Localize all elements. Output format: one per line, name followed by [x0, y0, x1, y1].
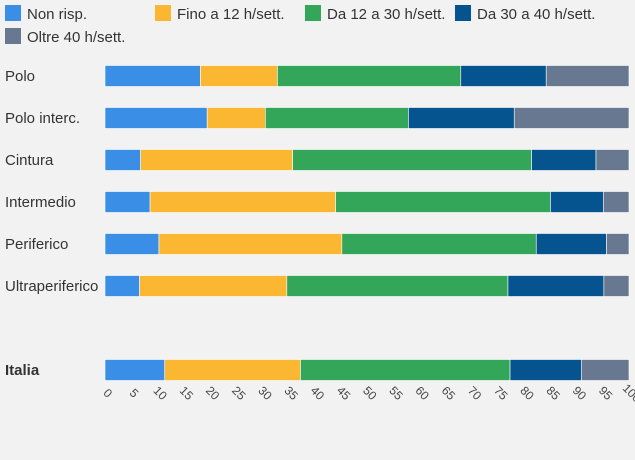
bar-segment-cintura-da-30-a-40-h-sett	[531, 149, 597, 171]
x-tick-label-40: 40	[308, 383, 328, 403]
bar-segment-intermedio-non-risp	[104, 191, 151, 213]
category-label-cintura: Cintura	[5, 152, 54, 169]
x-tick-label-45: 45	[334, 383, 354, 403]
bar-segment-intermedio-oltre-40-h-sett	[603, 191, 630, 213]
bar-segment-polo-interc-da-30-a-40-h-sett	[408, 107, 515, 129]
bar-segment-cintura-da-12-a-30-h-sett	[292, 149, 532, 171]
category-label-polo-interc: Polo interc.	[5, 110, 80, 127]
legend-label-oltre-40-h-sett: Oltre 40 h/sett.	[27, 29, 125, 46]
x-tick-label-70: 70	[465, 383, 485, 403]
legend-label-da-12-a-30-h-sett: Da 12 a 30 h/sett.	[327, 6, 445, 23]
x-tick-label-30: 30	[255, 383, 275, 403]
legend-label-fino-a-12-h-sett: Fino a 12 h/sett.	[177, 6, 285, 23]
bar-segment-cintura-oltre-40-h-sett	[595, 149, 630, 171]
category-label-ultraperiferico: Ultraperiferico	[5, 278, 98, 295]
x-tick-label-75: 75	[491, 383, 511, 403]
x-tick-label-55: 55	[386, 383, 406, 403]
bar-segment-italia-oltre-40-h-sett	[581, 359, 630, 381]
bar-segment-italia-fino-a-12-h-sett	[164, 359, 301, 381]
bar-segment-periferico-non-risp	[104, 233, 160, 255]
category-label-intermedio: Intermedio	[5, 194, 76, 211]
bar-segment-polo-interc-fino-a-12-h-sett	[206, 107, 266, 129]
x-tick-label-5: 5	[127, 386, 142, 401]
bar-segment-polo-da-30-a-40-h-sett	[460, 65, 547, 87]
bar-segment-polo-interc-oltre-40-h-sett	[513, 107, 630, 129]
bar-segment-polo-fino-a-12-h-sett	[200, 65, 278, 87]
x-tick-label-65: 65	[439, 383, 459, 403]
bar-segment-italia-da-12-a-30-h-sett	[300, 359, 511, 381]
x-tick-label-15: 15	[177, 383, 197, 403]
bar-segment-ultraperiferico-da-12-a-30-h-sett	[286, 275, 509, 297]
legend-swatch-oltre-40-h-sett	[5, 28, 21, 44]
bar-segment-periferico-fino-a-12-h-sett	[158, 233, 343, 255]
legend-swatch-fino-a-12-h-sett	[155, 5, 171, 21]
x-tick-label-20: 20	[203, 383, 223, 403]
category-label-italia: Italia	[5, 362, 40, 379]
category-label-polo: Polo	[5, 68, 35, 85]
bar-segment-ultraperiferico-fino-a-12-h-sett	[139, 275, 288, 297]
x-tick-label-60: 60	[413, 383, 433, 403]
x-tick-label-50: 50	[360, 383, 380, 403]
bar-segment-polo-non-risp	[104, 65, 201, 87]
bar-segment-polo-interc-da-12-a-30-h-sett	[265, 107, 409, 129]
bar-segment-ultraperiferico-oltre-40-h-sett	[603, 275, 630, 297]
x-tick-label-85: 85	[544, 383, 564, 403]
x-tick-label-35: 35	[282, 383, 302, 403]
bar-segment-polo-da-12-a-30-h-sett	[277, 65, 462, 87]
bar-segment-polo-interc-non-risp	[104, 107, 208, 129]
x-tick-label-10: 10	[151, 383, 171, 403]
bar-segment-ultraperiferico-non-risp	[104, 275, 140, 297]
bar-segment-italia-da-30-a-40-h-sett	[509, 359, 582, 381]
legend-swatch-da-12-a-30-h-sett	[305, 5, 321, 21]
bar-segment-italia-non-risp	[104, 359, 166, 381]
bar-segment-periferico-da-12-a-30-h-sett	[341, 233, 537, 255]
legend-swatch-non-risp	[5, 5, 21, 21]
x-tick-label-25: 25	[229, 383, 249, 403]
x-tick-label-0: 0	[101, 386, 116, 401]
bar-segment-intermedio-da-30-a-40-h-sett	[550, 191, 604, 213]
x-tick-label-90: 90	[570, 383, 590, 403]
bar-segment-periferico-da-30-a-40-h-sett	[535, 233, 607, 255]
bar-segment-intermedio-da-12-a-30-h-sett	[335, 191, 551, 213]
bar-segment-cintura-non-risp	[104, 149, 141, 171]
bar-segment-periferico-oltre-40-h-sett	[606, 233, 630, 255]
bar-segment-polo-oltre-40-h-sett	[545, 65, 630, 87]
x-tick-label-100: 100	[620, 381, 635, 405]
x-tick-label-80: 80	[517, 383, 537, 403]
bar-segment-ultraperiferico-da-30-a-40-h-sett	[507, 275, 605, 297]
legend-label-da-30-a-40-h-sett: Da 30 a 40 h/sett.	[477, 6, 595, 23]
legend-label-non-risp: Non risp.	[27, 6, 87, 23]
category-label-periferico: Periferico	[5, 236, 68, 253]
bar-segment-cintura-fino-a-12-h-sett	[140, 149, 293, 171]
bar-segment-intermedio-fino-a-12-h-sett	[149, 191, 336, 213]
x-tick-label-95: 95	[596, 383, 616, 403]
legend-swatch-da-30-a-40-h-sett	[455, 5, 471, 21]
